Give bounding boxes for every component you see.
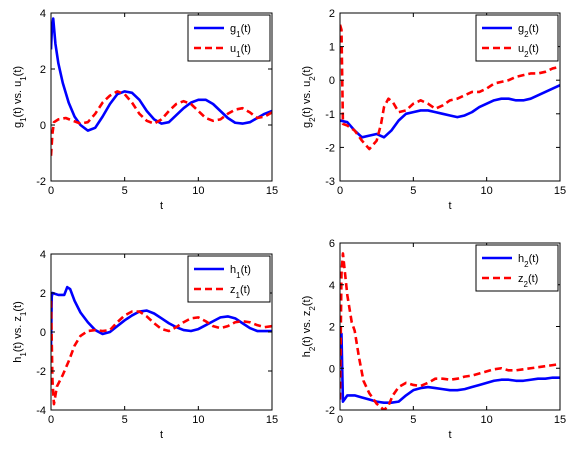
y-tick-label: -2 — [325, 405, 335, 417]
x-tick-label: 15 — [554, 414, 566, 426]
subplot-3: 0 5 10 15 -4 -2 0 2 4 t h1(t) vs. z1(t) h1(t) z1(t) — [12, 249, 278, 441]
x-axis-label: t — [448, 200, 451, 212]
x-tick-label: 10 — [481, 414, 493, 426]
y-tick-label: 2 — [40, 64, 46, 76]
y-tick-label: -2 — [36, 176, 46, 188]
y-tick-label: -1 — [325, 109, 335, 121]
legend-label-z2: z2(t) — [518, 273, 538, 289]
x-tick-label: 5 — [410, 414, 416, 426]
legend: g1(t) u1(t) — [187, 14, 271, 62]
x-tick-label: 0 — [48, 414, 54, 426]
legend-box — [187, 255, 271, 303]
y-tick-label: 4 — [40, 249, 46, 261]
y-tick-label: 4 — [40, 8, 46, 20]
series-line-z2 — [340, 252, 560, 410]
series-line-g1 — [51, 17, 272, 132]
y-axis-label: g2(t) vs. u2(t) — [301, 66, 317, 128]
x-tick-label: 10 — [192, 414, 204, 426]
legend-label-u2: u2(t) — [518, 43, 539, 59]
x-tick-label: 15 — [266, 414, 278, 426]
x-tick-label: 10 — [481, 185, 493, 197]
legend-box — [187, 14, 271, 62]
x-tick-label: 15 — [554, 185, 566, 197]
y-tick-label: 2 — [329, 8, 335, 20]
legend-box — [475, 14, 559, 62]
legend-label-z1: z1(t) — [230, 284, 250, 300]
series-line-h2 — [340, 332, 560, 404]
y-tick-label: -2 — [325, 142, 335, 154]
y-axis-label: g1(t) vs. u1(t) — [12, 66, 28, 128]
legend: h1(t) z1(t) — [187, 255, 271, 303]
legend-label-h1: h1(t) — [230, 264, 251, 280]
y-tick-label: -4 — [36, 405, 46, 417]
x-tick-label: 15 — [266, 185, 278, 197]
series-line-u2 — [340, 24, 560, 151]
y-tick-label: -2 — [36, 366, 46, 378]
legend-label-g2: g2(t) — [518, 23, 539, 39]
x-tick-label: 5 — [410, 185, 416, 197]
x-axis-label: t — [160, 429, 163, 441]
y-tick-label: 1 — [329, 42, 335, 54]
series-line-z1 — [51, 300, 272, 406]
y-axis-label: h2(t) vs. z2(t) — [301, 296, 317, 357]
y-axis-label: h1(t) vs. z1(t) — [12, 301, 28, 362]
y-tick-label: -3 — [325, 176, 335, 188]
legend: g2(t) u2(t) — [475, 14, 559, 62]
series-line-u1 — [51, 90, 272, 156]
subplot-2: 0 5 10 15 -3 -2 -1 0 1 2 t g2(t) vs. u2(t) g2(t) u2(t… — [301, 8, 566, 212]
y-tick-label: 4 — [329, 280, 335, 292]
legend-label-g1: g1(t) — [230, 23, 251, 39]
x-axis-label: t — [448, 429, 451, 441]
legend: h2(t) z2(t) — [475, 244, 559, 292]
x-tick-label: 5 — [122, 414, 128, 426]
y-tick-label: 0 — [329, 363, 335, 375]
x-tick-label: 10 — [192, 185, 204, 197]
y-tick-label: 2 — [329, 322, 335, 334]
legend-label-u1: u1(t) — [230, 43, 251, 59]
x-tick-label: 5 — [122, 185, 128, 197]
axes-frame — [50, 12, 273, 182]
legend-label-h2: h2(t) — [518, 253, 539, 269]
legend-box — [475, 244, 559, 292]
series-line-h1 — [51, 285, 272, 348]
x-axis-label: t — [160, 200, 163, 212]
x-tick-label: 0 — [337, 414, 343, 426]
y-tick-label: 6 — [329, 238, 335, 250]
y-tick-label: 0 — [40, 327, 46, 339]
y-tick-label: 0 — [40, 120, 46, 132]
x-tick-label: 0 — [337, 185, 343, 197]
series-line-g2 — [340, 84, 560, 139]
y-tick-label: 0 — [329, 75, 335, 87]
y-tick-label: 2 — [40, 288, 46, 300]
x-tick-label: 0 — [48, 185, 54, 197]
axes-frame — [339, 12, 561, 182]
